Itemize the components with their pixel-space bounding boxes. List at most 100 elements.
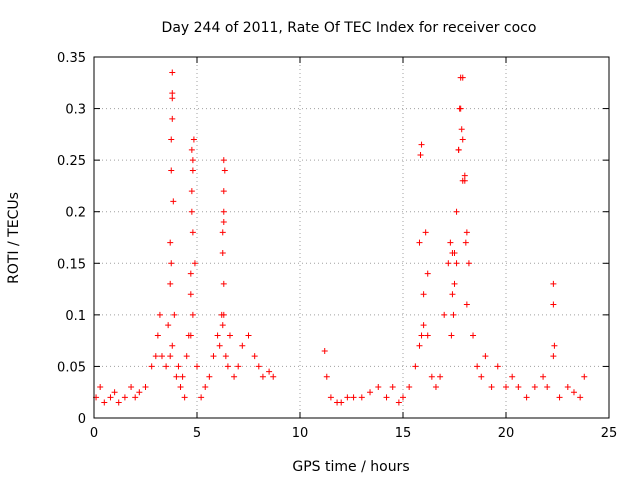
data-point bbox=[168, 136, 175, 143]
data-point bbox=[437, 373, 444, 380]
data-point bbox=[169, 342, 176, 349]
data-point bbox=[462, 239, 469, 246]
data-point bbox=[424, 270, 431, 277]
data-point bbox=[219, 322, 226, 329]
data-point bbox=[101, 399, 108, 406]
data-point bbox=[367, 389, 374, 396]
x-tick-label: 15 bbox=[395, 426, 412, 441]
data-point bbox=[482, 353, 489, 360]
data-point bbox=[239, 342, 246, 349]
data-point bbox=[189, 311, 196, 318]
data-point bbox=[226, 332, 233, 339]
data-point bbox=[128, 384, 135, 391]
data-point bbox=[461, 172, 468, 179]
data-point bbox=[509, 373, 516, 380]
data-point bbox=[214, 332, 221, 339]
data-point bbox=[449, 291, 456, 298]
data-point bbox=[418, 332, 425, 339]
x-axis-label: GPS time / hours bbox=[292, 459, 409, 475]
x-tick-label: 25 bbox=[601, 426, 618, 441]
data-point bbox=[453, 260, 460, 267]
data-point bbox=[420, 322, 427, 329]
data-point bbox=[540, 373, 547, 380]
y-tick-label: 0.1 bbox=[65, 309, 86, 324]
data-points bbox=[93, 69, 588, 406]
data-point bbox=[198, 394, 205, 401]
data-point bbox=[121, 394, 128, 401]
data-point bbox=[457, 74, 464, 81]
data-point bbox=[220, 311, 227, 318]
data-point bbox=[456, 105, 463, 112]
data-point bbox=[445, 260, 452, 267]
data-point bbox=[167, 280, 174, 287]
data-point bbox=[216, 342, 223, 349]
data-point bbox=[503, 384, 509, 391]
data-point bbox=[474, 363, 481, 370]
data-point bbox=[245, 332, 252, 339]
data-point bbox=[168, 167, 175, 174]
data-point bbox=[156, 311, 163, 318]
data-point bbox=[451, 280, 458, 287]
data-point bbox=[187, 270, 194, 277]
data-point bbox=[152, 353, 159, 360]
data-point bbox=[412, 363, 419, 370]
data-point bbox=[177, 384, 184, 391]
data-point bbox=[550, 353, 557, 360]
data-point bbox=[221, 167, 228, 174]
data-point bbox=[406, 384, 413, 391]
data-point bbox=[494, 363, 501, 370]
data-point bbox=[251, 353, 258, 360]
y-tick-labels: 0 0.05 0.1 0.15 0.2 0.25 0.3 0.35 bbox=[57, 51, 86, 427]
y-axis-label: ROTI / TECUs bbox=[6, 192, 22, 284]
data-point bbox=[169, 69, 176, 76]
data-point bbox=[115, 399, 122, 406]
data-point bbox=[163, 363, 170, 370]
data-point bbox=[169, 90, 176, 97]
data-point bbox=[183, 353, 190, 360]
x-tick-label: 10 bbox=[292, 426, 309, 441]
data-point bbox=[168, 260, 175, 267]
data-point bbox=[400, 394, 406, 401]
data-point bbox=[270, 373, 277, 380]
data-point bbox=[189, 229, 196, 236]
x-tick-label: 20 bbox=[498, 426, 515, 441]
data-point bbox=[132, 394, 139, 401]
data-point bbox=[416, 342, 423, 349]
data-point bbox=[488, 384, 495, 391]
data-point bbox=[220, 157, 227, 164]
data-point bbox=[523, 394, 530, 401]
data-point bbox=[432, 384, 439, 391]
data-point bbox=[111, 389, 118, 396]
data-point bbox=[165, 322, 172, 329]
y-tick-label: 0.05 bbox=[57, 360, 86, 375]
data-point bbox=[422, 229, 429, 236]
chart-title: Day 244 of 2011, Rate Of TEC Index for r… bbox=[162, 20, 537, 36]
data-point bbox=[465, 260, 472, 267]
data-point bbox=[194, 363, 200, 370]
data-point bbox=[375, 384, 382, 391]
data-point bbox=[321, 347, 328, 354]
data-point bbox=[338, 399, 345, 406]
data-point bbox=[447, 239, 454, 246]
data-point bbox=[463, 301, 470, 308]
data-point bbox=[581, 373, 588, 380]
data-point bbox=[556, 394, 563, 401]
data-point bbox=[531, 384, 538, 391]
data-point bbox=[188, 208, 195, 215]
data-point bbox=[188, 188, 195, 195]
data-point bbox=[515, 384, 522, 391]
data-point bbox=[327, 394, 334, 401]
y-tick-label: 0.2 bbox=[65, 206, 86, 221]
data-point bbox=[344, 394, 351, 401]
data-point bbox=[167, 239, 174, 246]
data-point bbox=[544, 384, 551, 391]
data-point bbox=[441, 311, 448, 318]
data-point bbox=[424, 332, 431, 339]
data-point bbox=[220, 219, 227, 226]
data-point bbox=[550, 301, 557, 308]
data-point bbox=[142, 384, 149, 391]
data-point bbox=[231, 373, 238, 380]
data-point bbox=[175, 363, 182, 370]
x-tick-labels: 0 5 10 15 20 25 bbox=[90, 426, 617, 441]
